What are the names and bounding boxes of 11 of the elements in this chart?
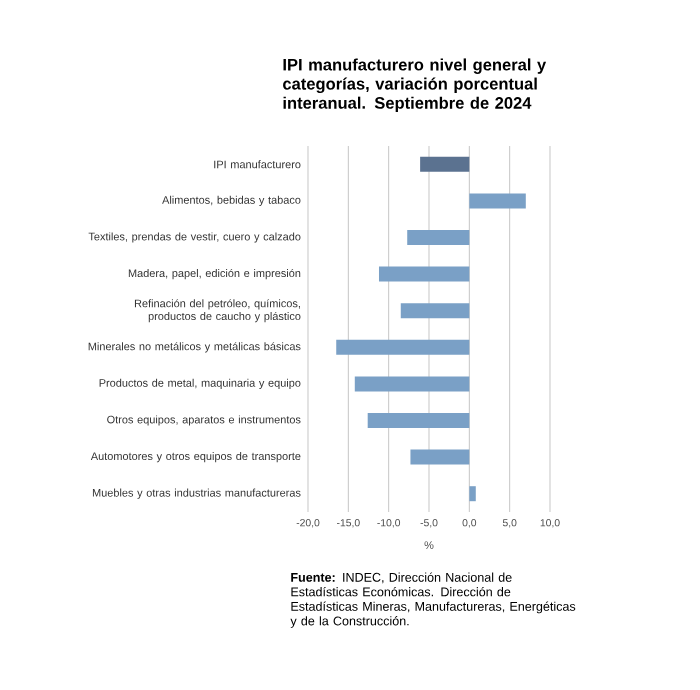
bar [367,413,470,428]
bar [410,449,470,465]
bar [469,486,476,502]
bar [407,230,470,245]
bar [354,376,470,392]
bar [469,193,526,209]
bar [420,156,470,172]
bar [400,303,470,319]
bar [378,266,470,282]
chart-title: IPI manufacturero nivel general y categorías, variación porcentual interanual. Septiembre de 2024 [283,58,547,113]
bar [336,339,470,355]
